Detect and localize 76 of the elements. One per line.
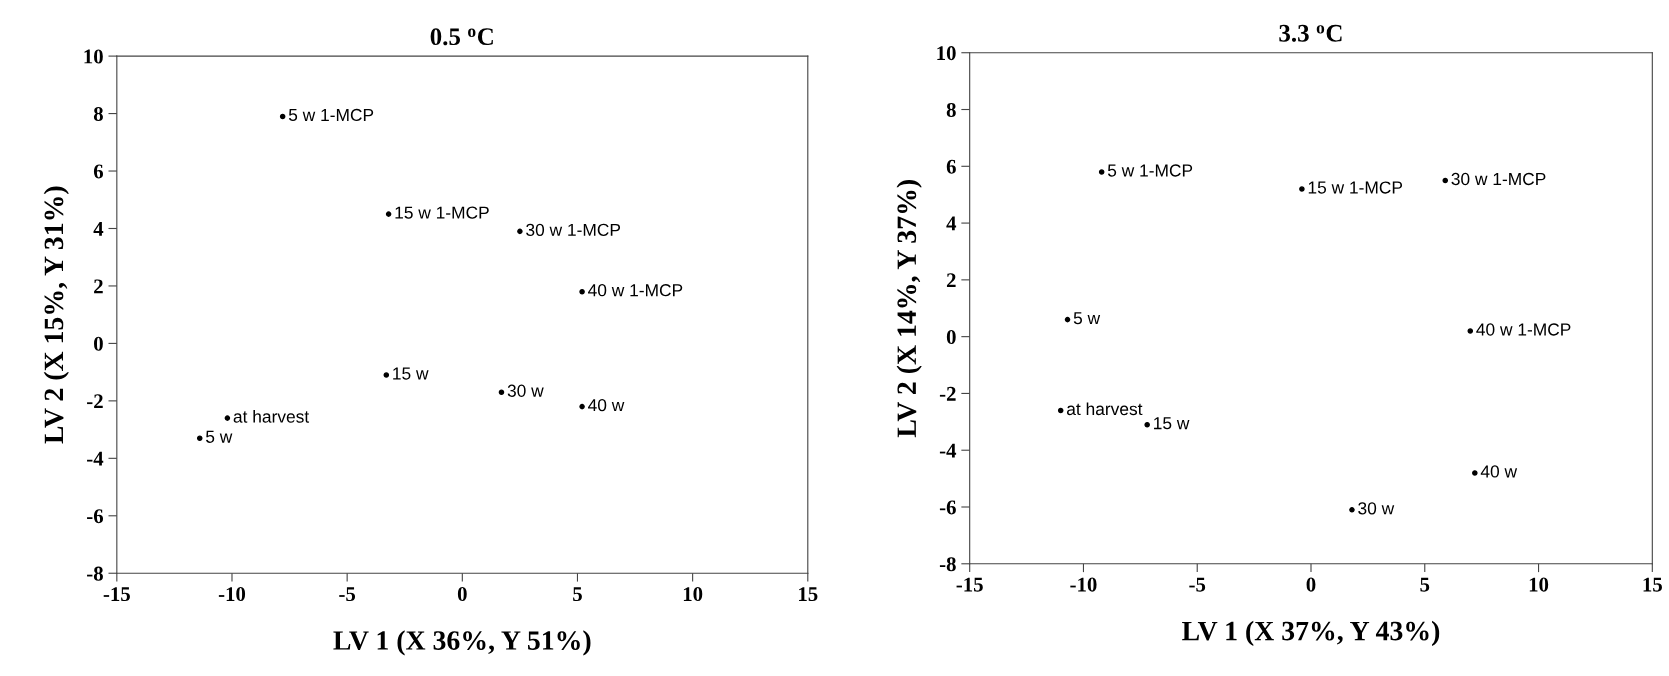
chart-title: 0.5 $^{o}$C [430, 28, 493, 46]
y-tick-label: 8 [93, 106, 103, 121]
point [1349, 507, 1355, 513]
series-label: 30 w 1-MCP [526, 223, 621, 237]
x-tick-label: 10 [683, 587, 703, 602]
point [279, 113, 286, 120]
series-label: 15 w [393, 367, 429, 380]
y-axis-title: LV 2 (X 14%, Y 37%) [896, 180, 922, 438]
series-label: 5 w 1-MCP [288, 108, 374, 122]
series-label: 40 w [1480, 465, 1518, 478]
y-tick-label: 10 [937, 46, 956, 61]
point [1467, 328, 1474, 334]
point [1299, 186, 1305, 192]
point [224, 415, 231, 421]
chart-title: 3.3 $^{o}$C [1279, 24, 1342, 42]
series-label: 30 w [1358, 502, 1395, 515]
series-label: 5 w 1-MCP [1107, 164, 1193, 177]
series-label: 40 w [588, 398, 625, 412]
y-tick-label: 6 [93, 164, 104, 179]
series-label: 15 w 1-MCP [395, 206, 489, 219]
x-tick-label: 15 [799, 587, 818, 602]
series-label: 15 w 1-MCP [1308, 181, 1403, 194]
point [1144, 421, 1150, 428]
y-tick-label: 0 [94, 336, 103, 351]
point [1057, 407, 1064, 414]
y-tick-label: 2 [94, 279, 103, 294]
y-tick-label: -2 [87, 394, 103, 409]
series-label: 5 w [206, 430, 233, 443]
x-tick-label: 0 [457, 587, 467, 602]
point [579, 288, 585, 295]
y-tick-label: 4 [946, 216, 957, 231]
y-tick-label: -6 [87, 509, 104, 524]
x-tick-label: -10 [218, 587, 246, 602]
series-label: 30 w [507, 384, 544, 397]
series-label: 40 w 1-MCP [588, 284, 683, 297]
y-tick-label: 6 [946, 159, 956, 174]
y-tick-label: -4 [87, 451, 104, 466]
y-tick-label: 8 [946, 102, 956, 117]
series-label: 30 w 1-MCP [1451, 172, 1546, 186]
point [383, 372, 390, 378]
point [517, 228, 523, 235]
x-tick-label: -15 [956, 577, 983, 592]
point [1098, 169, 1105, 175]
y-tick-label: 4 [93, 222, 104, 236]
y-tick-label: 0 [946, 330, 956, 345]
y-tick-label: -2 [939, 386, 956, 401]
point [1064, 316, 1071, 323]
series-label: at harvest [1067, 402, 1143, 416]
series-label: 40 w 1-MCP [1476, 323, 1571, 336]
point [579, 403, 585, 410]
y-tick-label: 10 [84, 49, 103, 64]
point [196, 435, 203, 441]
y-axis-title: LV 2 (X 15%, Y 31%) [43, 186, 69, 444]
y-tick-label: -8 [939, 557, 956, 572]
x-axis-title: LV 1 (X 37%, Y 43%) [1182, 620, 1440, 647]
x-tick-label: 5 [1420, 577, 1430, 592]
y-tick-label: -4 [939, 443, 957, 458]
point [498, 389, 505, 396]
y-tick-label: -6 [939, 500, 956, 515]
point [1442, 177, 1449, 184]
y-tick-label: 2 [946, 273, 956, 288]
x-tick-label: 0 [1306, 577, 1316, 592]
series-label: 5 w [1073, 312, 1101, 325]
x-tick-label: 15 [1643, 577, 1662, 592]
x-tick-label: -5 [1189, 577, 1206, 592]
series-label: 15 w [1154, 417, 1190, 430]
x-tick-label: -15 [103, 587, 130, 602]
point [1472, 470, 1478, 476]
x-tick-label: 5 [573, 587, 582, 602]
point [385, 211, 392, 217]
series-label: at harvest [233, 410, 310, 423]
x-tick-label: -5 [339, 587, 356, 602]
x-tick-label: -10 [1070, 577, 1097, 592]
x-tick-label: 10 [1529, 577, 1549, 592]
y-tick-label: -8 [87, 566, 103, 581]
x-axis-title: LV 1 (X 36%, Y 51%) [333, 630, 591, 656]
